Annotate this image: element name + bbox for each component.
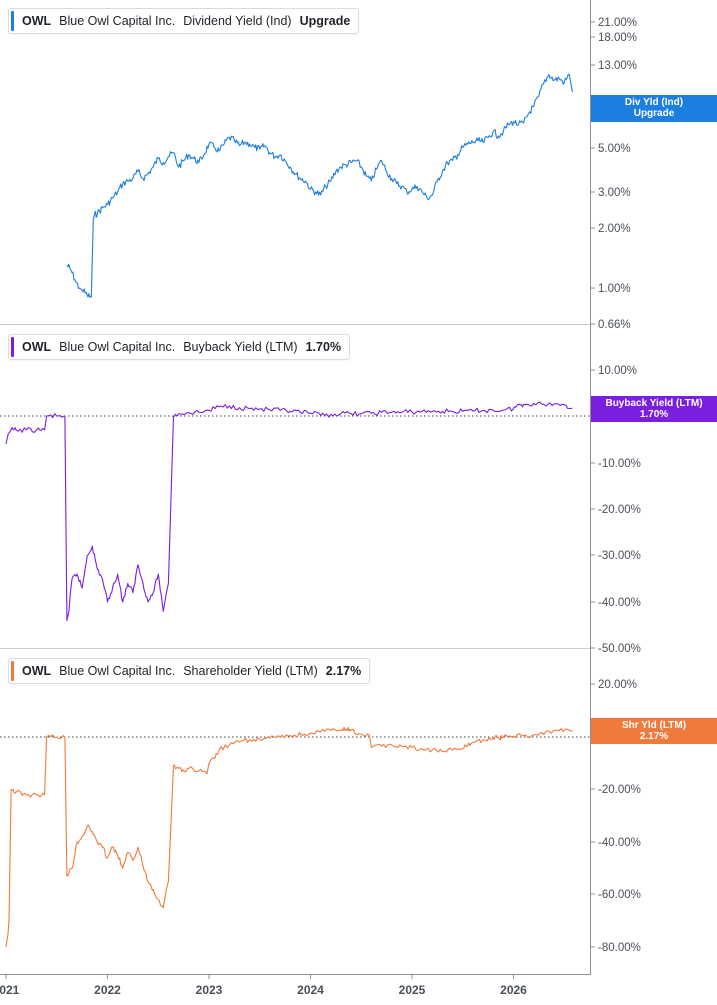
legend-color-bar (11, 11, 14, 31)
y-tick-label: -40.00% (598, 837, 641, 849)
y-tick-label: -50.00% (598, 643, 641, 655)
flag-line1: Div Yld (Ind) (624, 97, 684, 108)
flag-line1: Shr Yld (LTM) (621, 720, 687, 731)
y-tick-label: 18.00% (598, 32, 637, 44)
series-line (5, 726, 573, 948)
y-tick-label: 2.00% (598, 223, 631, 235)
legend-ticker: OWL (22, 664, 52, 678)
legend-company: Blue Owl Capital Inc. (59, 664, 176, 678)
y-tick-label: 1.00% (598, 283, 631, 295)
legend-ticker: OWL (22, 14, 52, 28)
y-tick-label: -30.00% (598, 550, 641, 562)
flag-line1: Buyback Yield (LTM) (605, 398, 703, 409)
y-tick-label: -10.00% (598, 458, 641, 470)
legend-metric: Shareholder Yield (LTM) (183, 664, 318, 678)
legend-value[interactable]: Upgrade (299, 14, 351, 28)
legend-shareholder-yield[interactable]: OWL Blue Owl Capital Inc. Shareholder Yi… (8, 658, 371, 684)
y-tick-label: -40.00% (598, 597, 641, 609)
x-tick-label: 2024 (297, 983, 324, 997)
flag-line2: 1.70% (639, 409, 669, 420)
y-tick-label: -60.00% (598, 889, 641, 901)
y-tick-label: 20.00% (598, 679, 637, 691)
legend-metric: Dividend Yield (Ind) (183, 14, 292, 28)
legend-company: Blue Owl Capital Inc. (59, 14, 176, 28)
y-tick-label: 5.00% (598, 143, 631, 155)
series-line (66, 73, 573, 298)
y-tick-label: -80.00% (598, 942, 641, 954)
x-tick-label: 2023 (196, 983, 223, 997)
y-tick-label: 13.00% (598, 60, 637, 72)
value-flag-dividend-yield: Div Yld (Ind) Upgrade (591, 95, 717, 122)
y-tick-label: 10.00% (598, 365, 637, 377)
y-tick-label: -20.00% (598, 784, 641, 796)
value-flag-shareholder-yield: Shr Yld (LTM) 2.17% (591, 718, 717, 744)
y-tick-label: -20.00% (598, 504, 641, 516)
legend-color-bar (11, 337, 14, 357)
legend-dividend-yield[interactable]: OWL Blue Owl Capital Inc. Dividend Yield… (8, 8, 360, 34)
legend-ticker: OWL (22, 340, 52, 354)
x-tick-label: 2026 (500, 983, 527, 997)
flag-line2: Upgrade (633, 108, 675, 119)
x-tick-label: 2021 (0, 983, 20, 997)
legend-metric: Buyback Yield (LTM) (183, 340, 298, 354)
series-line (5, 401, 573, 622)
x-tick-label: 2022 (94, 983, 121, 997)
legend-color-bar (11, 661, 14, 681)
legend-value: 2.17% (325, 664, 362, 678)
y-tick-label: 0.66% (598, 319, 631, 331)
y-tick-label: 3.00% (598, 187, 631, 199)
legend-buyback-yield[interactable]: OWL Blue Owl Capital Inc. Buyback Yield … (8, 334, 351, 360)
y-tick-label: 21.00% (598, 17, 637, 29)
legend-value: 1.70% (305, 340, 342, 354)
legend-company: Blue Owl Capital Inc. (59, 340, 176, 354)
value-flag-buyback-yield: Buyback Yield (LTM) 1.70% (591, 396, 717, 422)
flag-line2: 2.17% (639, 731, 669, 742)
x-tick-label: 2025 (399, 983, 426, 997)
